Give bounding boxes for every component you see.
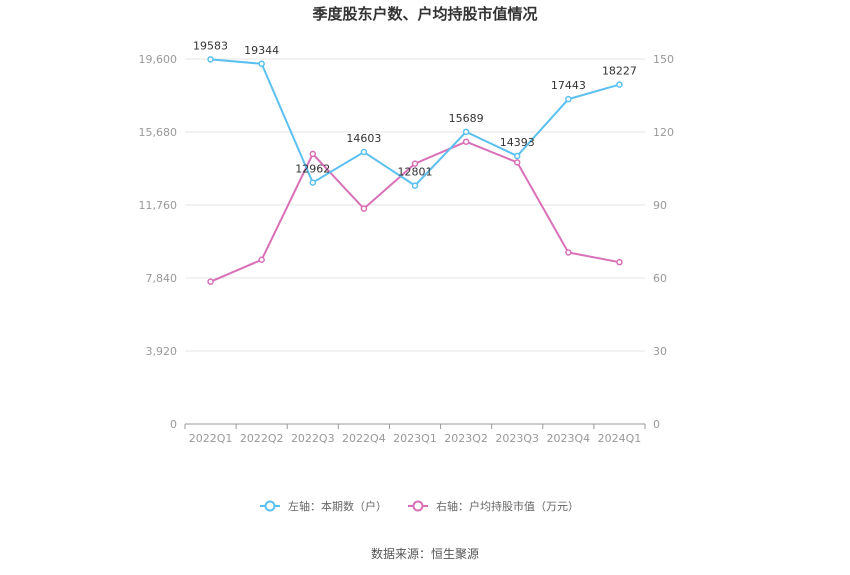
x-tick-label: 2022Q2	[240, 432, 284, 445]
right-tick-label: 90	[653, 199, 667, 212]
data-point[interactable]	[513, 152, 521, 160]
data-point[interactable]	[309, 150, 317, 158]
data-label: 12962	[295, 163, 330, 176]
data-point[interactable]	[462, 138, 470, 145]
x-tick-label: 2023Q3	[495, 432, 539, 445]
legend-marker	[412, 500, 424, 512]
data-label: 12801	[398, 166, 433, 179]
left-tick-label: 0	[170, 418, 177, 431]
data-point[interactable]	[360, 148, 368, 156]
data-point[interactable]	[309, 179, 317, 186]
data-label: 15689	[449, 112, 484, 125]
x-tick-label: 2023Q1	[393, 432, 437, 445]
legend-item-2[interactable]: 右轴：户均持股市值（万元）	[408, 499, 579, 513]
x-tick-label: 2023Q4	[547, 432, 591, 445]
data-point[interactable]	[616, 258, 623, 266]
series-2	[207, 138, 623, 285]
series-1	[207, 56, 623, 189]
right-tick-label: 60	[653, 272, 667, 285]
left-tick-label: 11,760	[139, 199, 178, 212]
x-tick-label: 2022Q4	[342, 432, 386, 445]
data-point[interactable]	[513, 159, 521, 166]
data-point[interactable]	[207, 56, 214, 63]
data-label: 14603	[346, 132, 381, 145]
series-layer: 19583 19344 12962 14603 12801 15689 14393 17443…	[193, 39, 637, 285]
data-point[interactable]	[411, 182, 419, 189]
x-tick-label: 2022Q1	[189, 432, 233, 445]
legend: 左轴：本期数（户） 右轴：户均持股市值（万元）	[260, 499, 579, 513]
left-tick-label: 3,920	[146, 345, 178, 358]
right-tick-label: 120	[653, 126, 674, 139]
right-axis-ticks: 0 30 60 90 120 150	[653, 53, 674, 431]
legend-label: 右轴：户均持股市值（万元）	[436, 499, 579, 513]
x-tick-label: 2024Q1	[598, 432, 642, 445]
data-label: 14393	[500, 136, 535, 149]
source-note: 数据来源：恒生聚源	[371, 546, 479, 561]
legend-label: 左轴：本期数（户）	[288, 499, 387, 513]
data-point[interactable]	[207, 278, 214, 285]
data-point[interactable]	[411, 160, 419, 167]
data-point[interactable]	[616, 81, 623, 88]
data-labels: 19583 19344 12962 14603 12801 15689 14393 17443…	[193, 39, 637, 178]
gridlines	[185, 58, 645, 352]
data-point[interactable]	[565, 249, 572, 256]
x-tick-label: 2023Q2	[444, 432, 488, 445]
left-axis-ticks: 0 3,920 7,840 11,760 15,680 19,600	[139, 53, 178, 431]
data-point[interactable]	[258, 256, 265, 263]
left-tick-label: 15,680	[139, 126, 178, 139]
chart-title: 季度股东户数、户均持股市值情况	[312, 5, 537, 23]
right-tick-label: 150	[653, 53, 674, 66]
data-label: 19583	[193, 39, 228, 52]
x-axis: 2022Q1 2022Q2 2022Q3 2022Q4 2023Q1 2023Q2 2023…	[184, 423, 646, 445]
data-label: 19344	[244, 44, 279, 57]
x-tick-label: 2022Q3	[291, 432, 335, 445]
data-point[interactable]	[462, 128, 470, 136]
legend-marker	[264, 500, 276, 512]
right-tick-label: 30	[653, 345, 667, 358]
legend-item-1[interactable]: 左轴：本期数（户）	[260, 499, 387, 513]
data-label: 17443	[551, 79, 586, 92]
left-tick-label: 7,840	[146, 272, 178, 285]
data-point[interactable]	[360, 205, 368, 212]
right-tick-label: 0	[653, 418, 660, 431]
data-point[interactable]	[258, 60, 265, 68]
left-tick-label: 19,600	[139, 53, 178, 66]
data-label: 18227	[602, 65, 637, 78]
data-point[interactable]	[565, 95, 572, 103]
